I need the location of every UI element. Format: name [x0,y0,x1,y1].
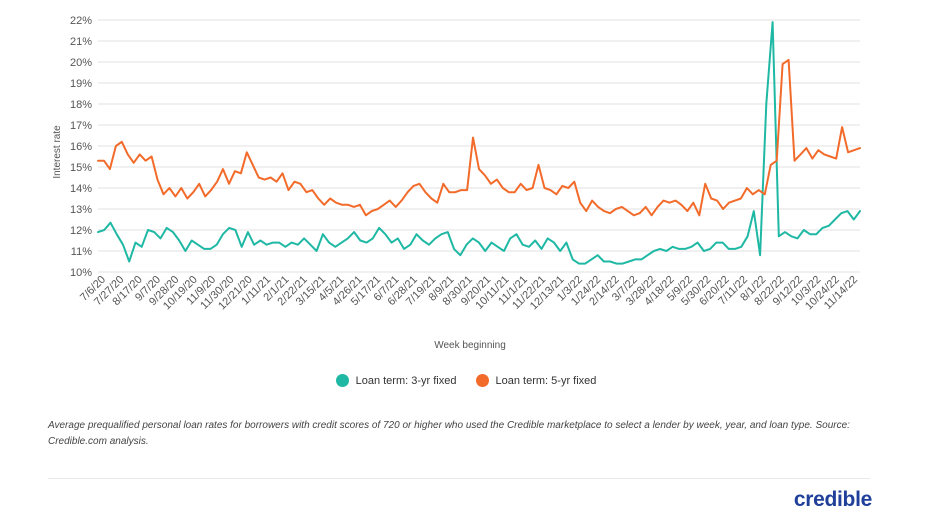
credible-logo: credible [793,488,872,511]
y-tick-label: 10% [70,267,92,279]
legend-item-3yr: Loan term: 3-yr fixed [335,374,457,387]
chart-caption: Average prequalified personal loan rates… [48,420,850,447]
legend-item-5yr: Loan term: 5-yr fixed [475,374,597,387]
line-chart: 10%11%12%13%14%15%16%17%18%19%20%21%22% … [52,15,861,351]
series-line-3yr [97,21,861,265]
gridlines [98,19,860,273]
series-line-5yr [97,58,861,217]
y-tick-label: 18% [70,99,92,111]
legend-dot-5yr [475,374,489,387]
y-tick-label: 12% [70,225,92,237]
series-lines [97,21,861,265]
y-axis-ticks: 10% 11% 12% 13% 14% 15% 16% 17% 18% 19% 20% 21% 22% [70,15,92,279]
legend-dot-3yr [335,374,349,387]
y-tick-label: 14% [70,183,92,195]
y-axis-label: Interest rate [52,125,63,179]
y-tick-label: 20% [70,57,92,69]
divider [48,478,870,479]
legend-label-3yr: Loan term: 3-yr fixed [355,374,457,387]
y-tick-label: 13% [70,204,92,216]
y-tick-label: 16% [70,141,92,153]
x-axis-label: Week beginning [434,340,506,351]
y-tick-label: 11% [71,246,92,258]
legend-label-5yr: Loan term: 5-yr fixed [495,374,597,387]
y-tick-label: 17% [70,120,92,132]
y-tick-label: 22% [70,15,92,27]
y-tick-label: 15% [70,162,92,174]
x-axis-ticks: 7/6/207/27/208/17/209/7/209/28/2010/19/2… [78,274,860,313]
legend: Loan term: 3-yr fixed Loan term: 5-yr fi… [0,374,932,390]
y-tick-label: 21% [70,36,92,48]
y-tick-label: 19% [70,78,92,90]
